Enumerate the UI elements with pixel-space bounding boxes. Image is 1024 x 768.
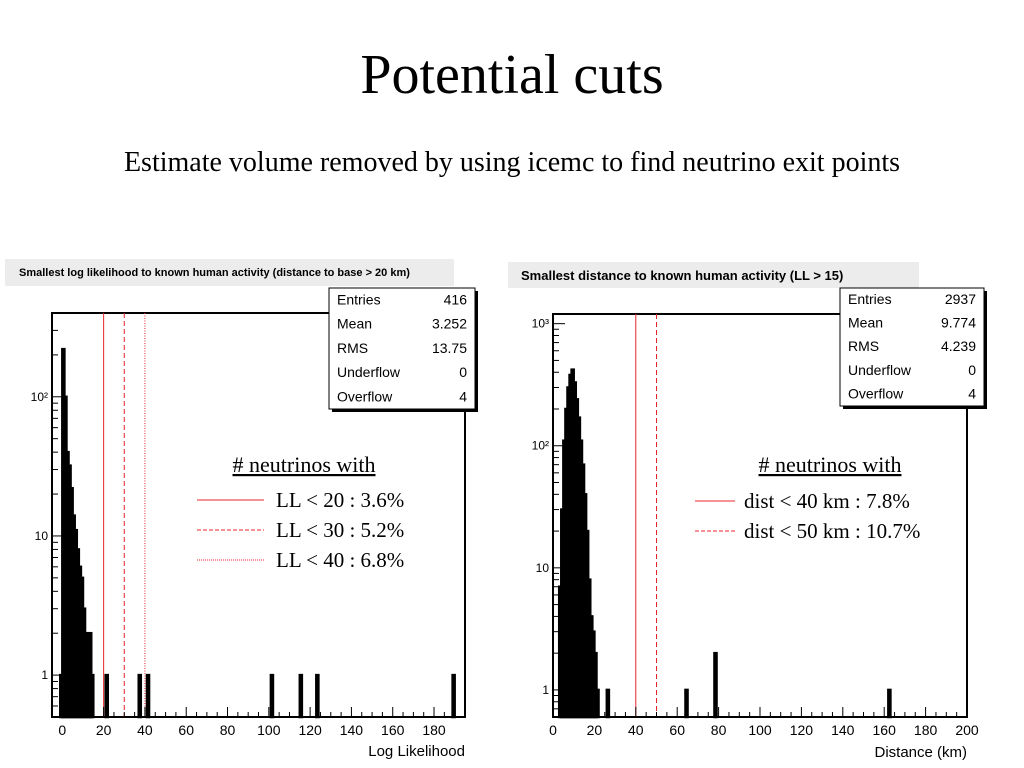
x-tick-label: 60 (669, 722, 685, 738)
histogram-bin (104, 673, 110, 719)
x-tick-label: 40 (137, 722, 153, 738)
y-tick-label: 10 (536, 561, 550, 575)
stats-label: Underflow (848, 362, 912, 378)
stats-value: 13.75 (432, 340, 467, 356)
x-tick-label: 80 (220, 722, 236, 738)
x-tick-label: 180 (914, 722, 938, 738)
stats-value: 4 (459, 388, 467, 404)
stats-box (839, 287, 985, 407)
chart-title: Smallest distance to known human activit… (521, 268, 843, 283)
stats-label: Mean (848, 315, 883, 331)
x-tick-label: 140 (831, 722, 855, 738)
legend-entry: LL < 40 : 6.8% (276, 548, 404, 572)
x-tick-label: 160 (381, 722, 405, 738)
histogram-bin (684, 688, 689, 719)
stats-label: Entries (848, 291, 892, 307)
stats-value: 2937 (945, 291, 976, 307)
histogram-bin (145, 673, 151, 719)
stats-label: Mean (337, 316, 372, 332)
legend-entry: dist < 50 km : 10.7% (744, 519, 920, 543)
stats-value: 4.239 (941, 338, 976, 354)
stats-value: 4 (968, 385, 976, 401)
stats-box (328, 287, 476, 410)
x-tick-label: 20 (96, 722, 112, 738)
y-tick-label: 10 (35, 529, 49, 543)
x-tick-label: 0 (58, 722, 66, 738)
stats-label: Overflow (337, 388, 393, 404)
x-tick-label: 80 (711, 722, 727, 738)
y-tick-label: 10³ (532, 317, 549, 331)
x-tick-label: 100 (257, 722, 281, 738)
x-tick-label: 60 (178, 722, 194, 738)
stats-value: 9.774 (941, 315, 976, 331)
x-axis-label: Log Likelihood (368, 743, 465, 760)
y-tick-label: 1 (41, 668, 48, 682)
x-tick-label: 100 (748, 722, 772, 738)
legend-entry: dist < 40 km : 7.8% (744, 489, 910, 513)
chart-title-box (5, 259, 454, 286)
chart-title: Smallest log likelihood to known human a… (19, 267, 410, 279)
legend-entry: LL < 30 : 5.2% (276, 518, 404, 542)
histogram-bin (298, 673, 304, 719)
x-tick-label: 180 (422, 722, 446, 738)
histogram-bin (713, 651, 718, 719)
y-tick-label: 10² (31, 390, 48, 404)
histogram-bin (137, 673, 143, 719)
y-tick-label: 1 (542, 683, 549, 697)
chart-title-box (508, 262, 919, 288)
legend-heading: # neutrinos with (233, 452, 376, 477)
stats-label: RMS (337, 340, 368, 356)
legend-entry: LL < 20 : 3.6% (276, 488, 404, 512)
stats-value: 3.252 (432, 316, 467, 332)
stats-label: Entries (337, 291, 381, 307)
stats-value: 416 (444, 291, 468, 307)
stats-value: 0 (459, 364, 467, 380)
x-tick-label: 120 (790, 722, 814, 738)
x-tick-label: 200 (955, 722, 979, 738)
histogram-bin (595, 688, 600, 719)
x-axis-label: Distance (km) (874, 744, 967, 761)
histogram-bin (451, 673, 456, 719)
x-tick-label: 0 (549, 722, 557, 738)
histogram-bin (89, 673, 95, 719)
x-tick-label: 140 (340, 722, 364, 738)
legend-heading: # neutrinos with (759, 452, 902, 477)
slide-title: Potential cuts (360, 44, 664, 106)
histogram-bin (315, 673, 320, 719)
y-tick-label: 10² (532, 439, 549, 453)
slide-subtitle: Estimate volume removed by using icemc t… (123, 147, 901, 178)
stats-value: 0 (968, 362, 976, 378)
histogram-bin (887, 688, 892, 719)
histogram-bin (605, 688, 611, 719)
x-tick-label: 160 (873, 722, 897, 738)
stats-label: Underflow (337, 364, 401, 380)
x-tick-label: 20 (587, 722, 603, 738)
stats-label: Overflow (848, 385, 904, 401)
x-tick-label: 40 (628, 722, 644, 738)
x-tick-label: 120 (298, 722, 322, 738)
histogram-bin (269, 673, 275, 719)
stats-label: RMS (848, 338, 879, 354)
